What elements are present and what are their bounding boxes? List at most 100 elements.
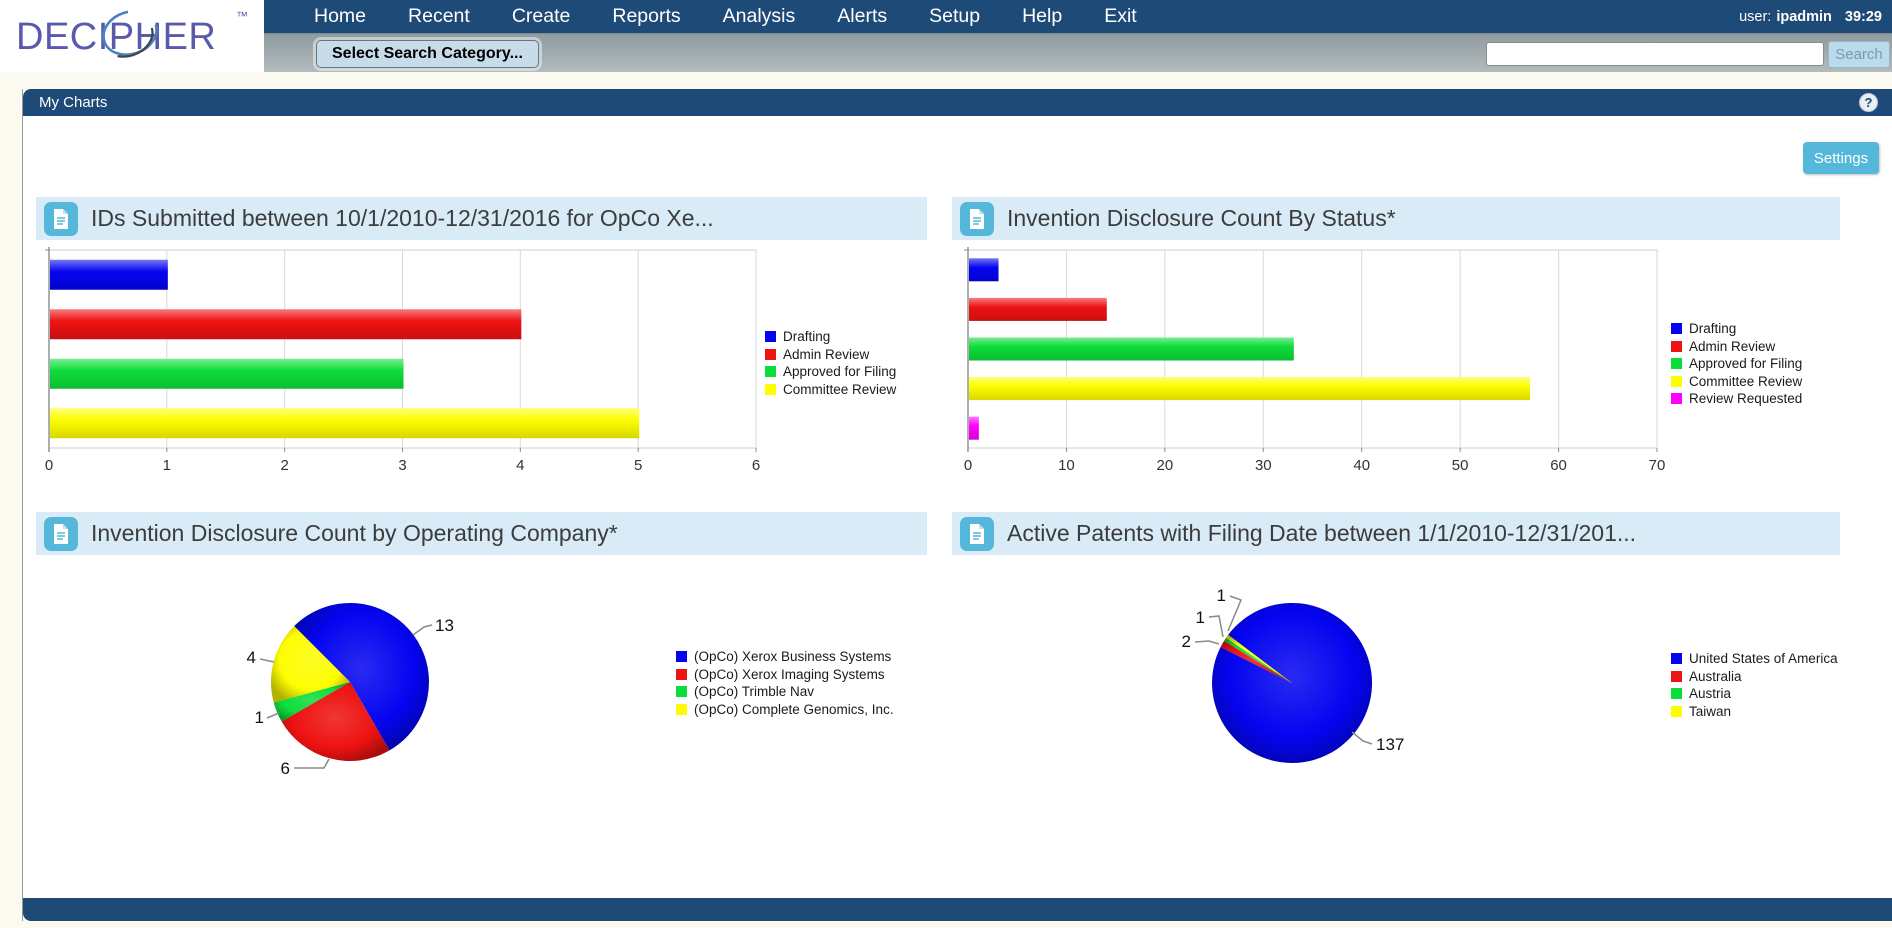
chart-report-icon[interactable] [44, 201, 78, 236]
legend-label: Admin Review [783, 346, 870, 362]
legend-item: Admin Review [765, 346, 896, 364]
pie-data-label: 2 [1182, 632, 1191, 651]
pie-slice--opco-trimble-nav [273, 682, 350, 722]
nav-item-help[interactable]: Help [1022, 5, 1063, 27]
bar-drafting [969, 258, 999, 282]
settings-button[interactable]: Settings [1803, 142, 1879, 174]
chart-legend: United States of America Australia Austria… [1671, 650, 1838, 720]
nav-item-exit[interactable]: Exit [1104, 5, 1137, 27]
pie-slice-united-states-of-america [1212, 602, 1373, 763]
legend-label: Review Requested [1689, 391, 1803, 407]
user-name: ipadmin [1776, 8, 1832, 25]
decipher-logo-graphic: DECIPHER ™ [16, 9, 248, 58]
search-input[interactable] [1486, 42, 1824, 66]
data-label-leader [1208, 615, 1224, 638]
nav-item-analysis[interactable]: Analysis [722, 5, 796, 27]
pie-data-label: 1 [255, 708, 264, 727]
x-axis-tick-label: 30 [1255, 457, 1272, 474]
pie-slice-taiwan [1226, 634, 1292, 683]
pie-chart-canvas: 13 6 1 4 [247, 603, 454, 778]
bar-committee-review [50, 408, 640, 439]
help-icon[interactable]: ? [1859, 93, 1878, 112]
legend-swatch [765, 331, 776, 343]
search-button[interactable]: Search [1828, 41, 1890, 68]
logo-text: DECIPHER [16, 16, 216, 58]
nav-item-home[interactable]: Home [314, 5, 367, 27]
legend-label: Admin Review [1689, 338, 1776, 354]
legend-swatch [676, 668, 687, 680]
legend-swatch [676, 686, 687, 698]
nav-item-reports[interactable]: Reports [612, 5, 681, 27]
legend-item: Australia [1671, 668, 1838, 686]
panel-header: My Charts ? [23, 89, 1892, 116]
legend-swatch [765, 348, 776, 360]
nav-item-alerts[interactable]: Alerts [837, 5, 888, 27]
legend-item: Drafting [765, 328, 896, 346]
pie-data-label: 1 [1196, 608, 1205, 627]
bar-approved-for-filing [969, 337, 1294, 361]
legend-label: Drafting [783, 329, 831, 345]
chart-report-icon[interactable] [960, 516, 994, 551]
user-info: user: ipadmin 39:29 [1739, 0, 1882, 33]
legend-label: (OpCo) Xerox Imaging Systems [694, 666, 885, 682]
pie-data-label: 13 [435, 616, 454, 635]
x-axis-tick-label: 5 [634, 457, 642, 474]
nav-item-setup[interactable]: Setup [929, 5, 981, 27]
pie-data-label: 4 [247, 648, 256, 667]
chart-legend: Drafting Admin Review Approved for Filing C… [765, 328, 896, 398]
legend-item: Review Requested [1671, 390, 1802, 408]
footer-bar [23, 898, 1892, 921]
select-search-category-button[interactable]: Select Search Category... [316, 40, 539, 68]
bar-drafting [50, 259, 168, 290]
x-axis-tick-label: 3 [398, 457, 406, 474]
legend-item: Drafting [1671, 320, 1802, 338]
legend-swatch [1671, 375, 1682, 387]
chart-ids-submitted: IDs Submitted between 10/1/2010-12/31/20… [36, 197, 927, 489]
legend-label: (OpCo) Complete Genomics, Inc. [694, 701, 894, 717]
legend-item: Austria [1671, 685, 1838, 703]
x-axis-tick-label: 1 [163, 457, 171, 474]
x-axis-tick-label: 70 [1649, 457, 1666, 474]
chart-legend: Drafting Admin Review Approved for Filing C… [1671, 320, 1802, 408]
chart-disclosure-by-opco: Invention Disclosure Count by Operating … [36, 512, 927, 812]
main-nav: Home Recent Create Reports Analysis Alerts Set… [264, 0, 1892, 33]
chart-report-icon[interactable] [960, 201, 994, 236]
legend-label: Committee Review [783, 381, 897, 397]
chart-body: 13 6 1 4 (OpCo) Xerox Business Systems (OpCo)… [36, 555, 927, 812]
chart-title: IDs Submitted between 10/1/2010-12/31/20… [91, 205, 714, 231]
chart-titlebar: Invention Disclosure Count By Status* [952, 197, 1840, 240]
legend-swatch [1671, 358, 1682, 370]
x-axis-tick-label: 40 [1353, 457, 1370, 474]
bar-committee-review [969, 377, 1531, 401]
chart-title: Active Patents with Filing Date between … [1007, 520, 1637, 546]
legend-label: Australia [1689, 668, 1742, 684]
legend-item: Admin Review [1671, 338, 1802, 356]
pie-slice--opco-xerox-business-systems [294, 603, 429, 751]
nav-item-create[interactable]: Create [511, 5, 571, 27]
legend-swatch [676, 651, 687, 663]
x-axis-tick-label: 50 [1452, 457, 1469, 474]
legend-swatch [676, 703, 687, 715]
legend-label: (OpCo) Trimble Nav [694, 684, 815, 700]
x-axis-tick-label: 10 [1058, 457, 1075, 474]
legend-label: Approved for Filing [783, 364, 897, 380]
pie-slice-austria [1224, 637, 1292, 683]
legend-label: Drafting [1689, 321, 1737, 337]
chart-disclosure-by-status: Invention Disclosure Count By Status* 0 1… [952, 197, 1840, 489]
legend-item: (OpCo) Complete Genomics, Inc. [676, 701, 894, 719]
chart-report-icon[interactable] [44, 516, 78, 551]
legend-item: (OpCo) Trimble Nav [676, 683, 894, 701]
chart-titlebar: IDs Submitted between 10/1/2010-12/31/20… [36, 197, 927, 240]
search-bar: Select Search Category... Search [264, 33, 1892, 72]
nav-item-recent[interactable]: Recent [408, 5, 470, 27]
pie-data-label: 1 [1217, 586, 1226, 605]
legend-item: (OpCo) Xerox Business Systems [676, 648, 894, 666]
document-icon [970, 208, 984, 229]
app-logo: DECIPHER ™ [0, 0, 264, 72]
chart-active-patents: Active Patents with Filing Date between … [952, 512, 1840, 812]
legend-swatch [1671, 323, 1682, 335]
logo-trademark: ™ [236, 9, 248, 23]
data-label-leader [412, 624, 433, 636]
document-icon [970, 523, 984, 544]
